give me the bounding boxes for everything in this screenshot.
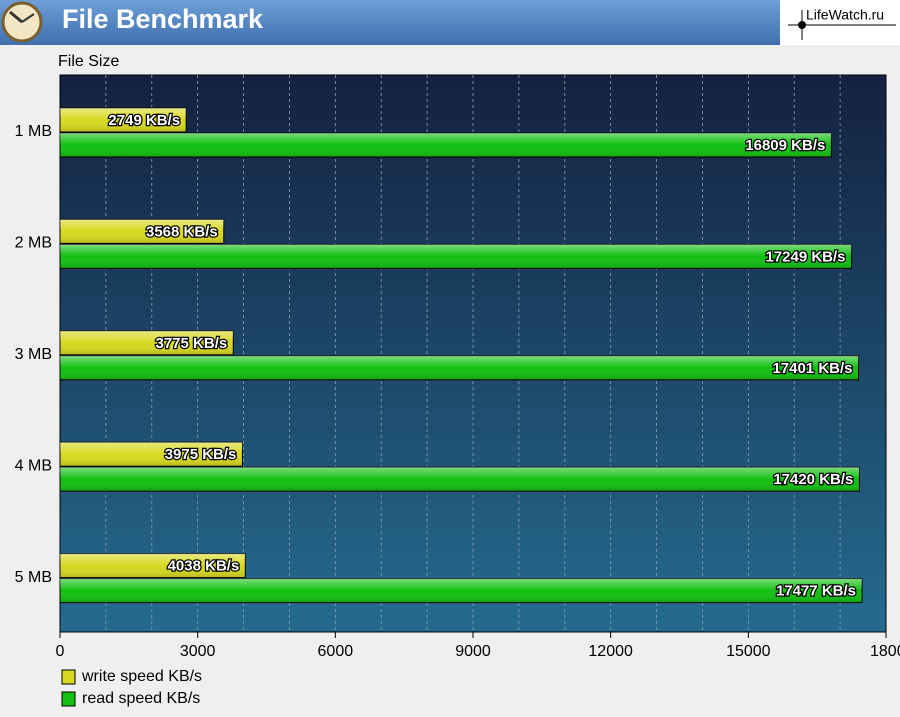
x-tick-label: 6000 <box>318 643 354 660</box>
value-label: 3568 KB/s <box>146 223 218 240</box>
bar-shine <box>60 219 224 244</box>
value-label: 3975 KB/s <box>165 446 237 463</box>
x-tick-label: 9000 <box>455 643 491 660</box>
bar-shine <box>60 330 234 355</box>
legend-label: read speed KB/s <box>82 690 200 707</box>
x-tick-label: 1800 <box>870 643 900 660</box>
y-tick-label: 4 MB <box>15 457 52 474</box>
title: File Benchmark <box>62 4 264 34</box>
header <box>0 0 900 45</box>
legend-label: write speed KB/s <box>81 668 202 685</box>
y-tick-label: 5 MB <box>15 569 52 586</box>
value-label: 17420 KB/s <box>773 471 853 488</box>
value-label: 17249 KB/s <box>765 248 845 265</box>
clock-icon <box>1 1 43 43</box>
bar-shine <box>60 578 863 603</box>
value-label: 16809 KB/s <box>745 137 825 154</box>
value-label: 17477 KB/s <box>776 583 856 600</box>
bar-shine <box>60 108 187 132</box>
value-label: 17401 KB/s <box>772 360 852 377</box>
legend-swatch <box>61 669 76 685</box>
bar-shine <box>60 133 832 157</box>
y-axis-label: File Size <box>58 53 119 70</box>
x-tick-label: 3000 <box>180 643 216 660</box>
x-tick-label: 15000 <box>726 643 771 660</box>
bar-shine <box>60 244 852 269</box>
legend-swatch <box>61 691 76 707</box>
crosshair-dot <box>798 21 806 29</box>
value-label: 3775 KB/s <box>156 335 228 352</box>
watermark: LifeWatch.ru <box>806 7 884 23</box>
bar-shine <box>60 553 246 578</box>
x-tick-label: 12000 <box>588 643 633 660</box>
value-label: 2749 KB/s <box>108 112 180 129</box>
y-tick-label: 2 MB <box>15 235 52 252</box>
bar-shine <box>60 467 860 492</box>
y-tick-label: 3 MB <box>15 346 52 363</box>
x-tick-label: 0 <box>56 643 65 660</box>
value-label: 4038 KB/s <box>168 558 240 575</box>
bar-shine <box>60 442 243 467</box>
y-tick-label: 1 MB <box>15 123 52 140</box>
bar-shine <box>60 355 859 380</box>
